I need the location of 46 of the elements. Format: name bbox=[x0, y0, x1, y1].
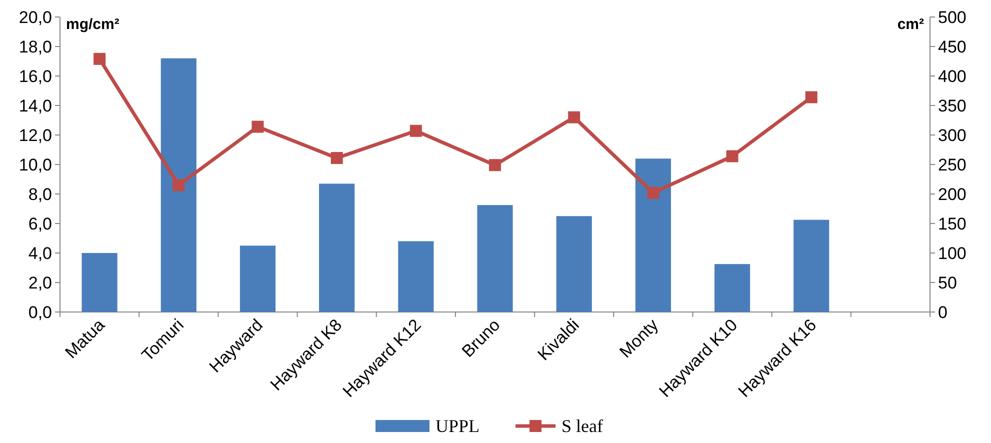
y-tick-label: 14,0 bbox=[18, 96, 52, 116]
y-tick-label: 10,0 bbox=[18, 155, 52, 174]
point bbox=[568, 111, 580, 124]
point bbox=[252, 120, 264, 133]
bar bbox=[160, 58, 196, 312]
y2-tick-label: 150 bbox=[938, 214, 966, 234]
bar bbox=[794, 220, 830, 312]
bar bbox=[477, 205, 513, 312]
point bbox=[805, 91, 818, 104]
bar bbox=[240, 246, 276, 312]
y2-tick-label: 450 bbox=[938, 37, 966, 56]
bar bbox=[714, 264, 750, 312]
y-tick-label: 16,0 bbox=[18, 66, 52, 86]
point bbox=[172, 179, 185, 192]
y-tick-label: 6,0 bbox=[28, 214, 52, 234]
y-tick-label: 4,0 bbox=[28, 244, 52, 263]
bar bbox=[556, 216, 592, 312]
y-tick-label: 12,0 bbox=[18, 126, 52, 145]
legend-label: UPPL bbox=[436, 416, 480, 436]
y2-tick-label: 300 bbox=[938, 126, 966, 145]
point bbox=[489, 159, 501, 172]
y-axis-title: mg/cm² bbox=[66, 16, 120, 33]
y-tick-label: 2,0 bbox=[28, 273, 52, 292]
y2-tick-label: 250 bbox=[938, 155, 966, 174]
bar bbox=[398, 241, 434, 312]
bar bbox=[319, 184, 355, 312]
point bbox=[94, 52, 106, 65]
y2-tick-label: 50 bbox=[938, 273, 957, 292]
y2-tick-label: 400 bbox=[938, 66, 966, 86]
y-tick-label: 8,0 bbox=[28, 184, 52, 204]
point bbox=[726, 150, 738, 162]
y-tick-label: 18,0 bbox=[18, 37, 52, 56]
y-tick-label: 0,0 bbox=[28, 302, 52, 322]
legend-label: S leaf bbox=[562, 416, 603, 436]
y-tick-label: 20,0 bbox=[18, 8, 52, 27]
y2-tick-label: 200 bbox=[938, 184, 966, 204]
y2-tick-label: 500 bbox=[938, 8, 966, 27]
point bbox=[647, 186, 660, 199]
point bbox=[410, 124, 422, 137]
y2-tick-label: 100 bbox=[938, 244, 966, 263]
point bbox=[330, 152, 343, 164]
bar bbox=[82, 253, 118, 312]
bar bbox=[635, 158, 671, 312]
y2-tick-label: 350 bbox=[938, 96, 966, 116]
y2-axis-title: cm² bbox=[897, 16, 924, 33]
y2-tick-label: 0 bbox=[938, 302, 948, 322]
